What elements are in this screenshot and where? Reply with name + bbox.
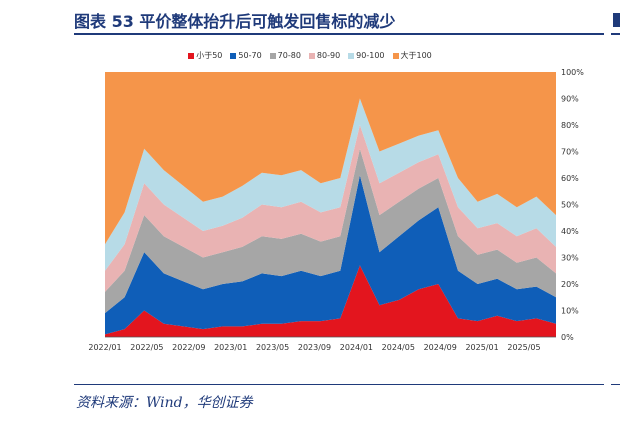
y-tick-label: 50% — [561, 201, 579, 210]
title-rule — [74, 33, 604, 35]
chart-areas — [105, 72, 556, 337]
legend-swatch — [188, 52, 195, 59]
y-tick-label: 20% — [561, 280, 579, 289]
legend-label: 大于100 — [400, 51, 432, 60]
adjacent-footer-rule — [611, 384, 620, 385]
legend-item-5: 大于100 — [392, 50, 432, 61]
x-tick-label: 2023/01 — [214, 343, 247, 352]
area-series-1 — [105, 175, 556, 335]
adjacent-figure-rule — [611, 33, 620, 35]
source-note: 资料来源：Wind，华创证券 — [76, 395, 253, 411]
y-tick-label: 30% — [561, 254, 579, 263]
x-tick-label: 2023/05 — [256, 343, 289, 352]
y-tick-label: 80% — [561, 121, 579, 130]
x-axis: 2022/01 2022/05 2022/09 2023/01 2023/05 2023/… — [88, 336, 556, 352]
legend-label: 80-90 — [316, 51, 341, 60]
x-tick-label: 2023/09 — [298, 343, 331, 352]
y-tick-label: 90% — [561, 95, 579, 104]
legend-swatch — [392, 52, 399, 59]
legend-item-2: 70-80 — [269, 51, 301, 60]
figure-title: 图表 53 平价整体抬升后可触发回售标的减少 — [74, 12, 396, 31]
y-tick-label: 10% — [561, 307, 579, 316]
y-tick-label: 60% — [561, 174, 579, 183]
area-series-4 — [105, 98, 556, 271]
y-tick-label: 100% — [561, 68, 584, 77]
x-tick-label: 2022/05 — [130, 343, 163, 352]
x-tick-label: 2025/01 — [465, 343, 498, 352]
legend-item-0: 小于50 — [188, 50, 222, 61]
area-series-5 — [105, 72, 556, 245]
y-tick-label: 40% — [561, 227, 579, 236]
legend-item-1: 50-70 — [230, 51, 262, 60]
y-tick-label: 70% — [561, 148, 579, 157]
area-series-0 — [105, 265, 556, 337]
x-tick-label: 2022/01 — [88, 343, 121, 352]
y-axis: 0% 10% 20% 30% 40% 50% 60% 70% 80% 90% 100% — [561, 68, 584, 342]
area-series-3 — [105, 125, 556, 292]
x-tick-label: 2024/05 — [382, 343, 415, 352]
legend-label: 小于50 — [196, 51, 223, 60]
legend-swatch — [348, 52, 355, 59]
x-tick-label: 2025/05 — [507, 343, 540, 352]
legend-label: 70-80 — [277, 51, 301, 60]
legend-swatch — [308, 52, 315, 59]
footer-rule — [74, 384, 604, 385]
adjacent-figure-edge — [613, 13, 620, 27]
y-tick-label: 0% — [561, 333, 574, 342]
x-tick-label: 2024/09 — [424, 343, 457, 352]
legend-label: 50-70 — [238, 51, 262, 60]
legend-item-3: 80-90 — [308, 51, 341, 60]
legend-swatch — [230, 52, 237, 59]
legend-item-4: 90-100 — [348, 51, 385, 60]
legend-swatch — [269, 52, 276, 59]
area-series-2 — [105, 148, 556, 314]
chart-legend: 小于50 50-70 70-80 80-90 90-100 大于100 — [0, 50, 620, 61]
x-tick-label: 2024/01 — [340, 343, 373, 352]
x-tick-label: 2022/09 — [172, 343, 205, 352]
legend-label: 90-100 — [356, 51, 385, 60]
